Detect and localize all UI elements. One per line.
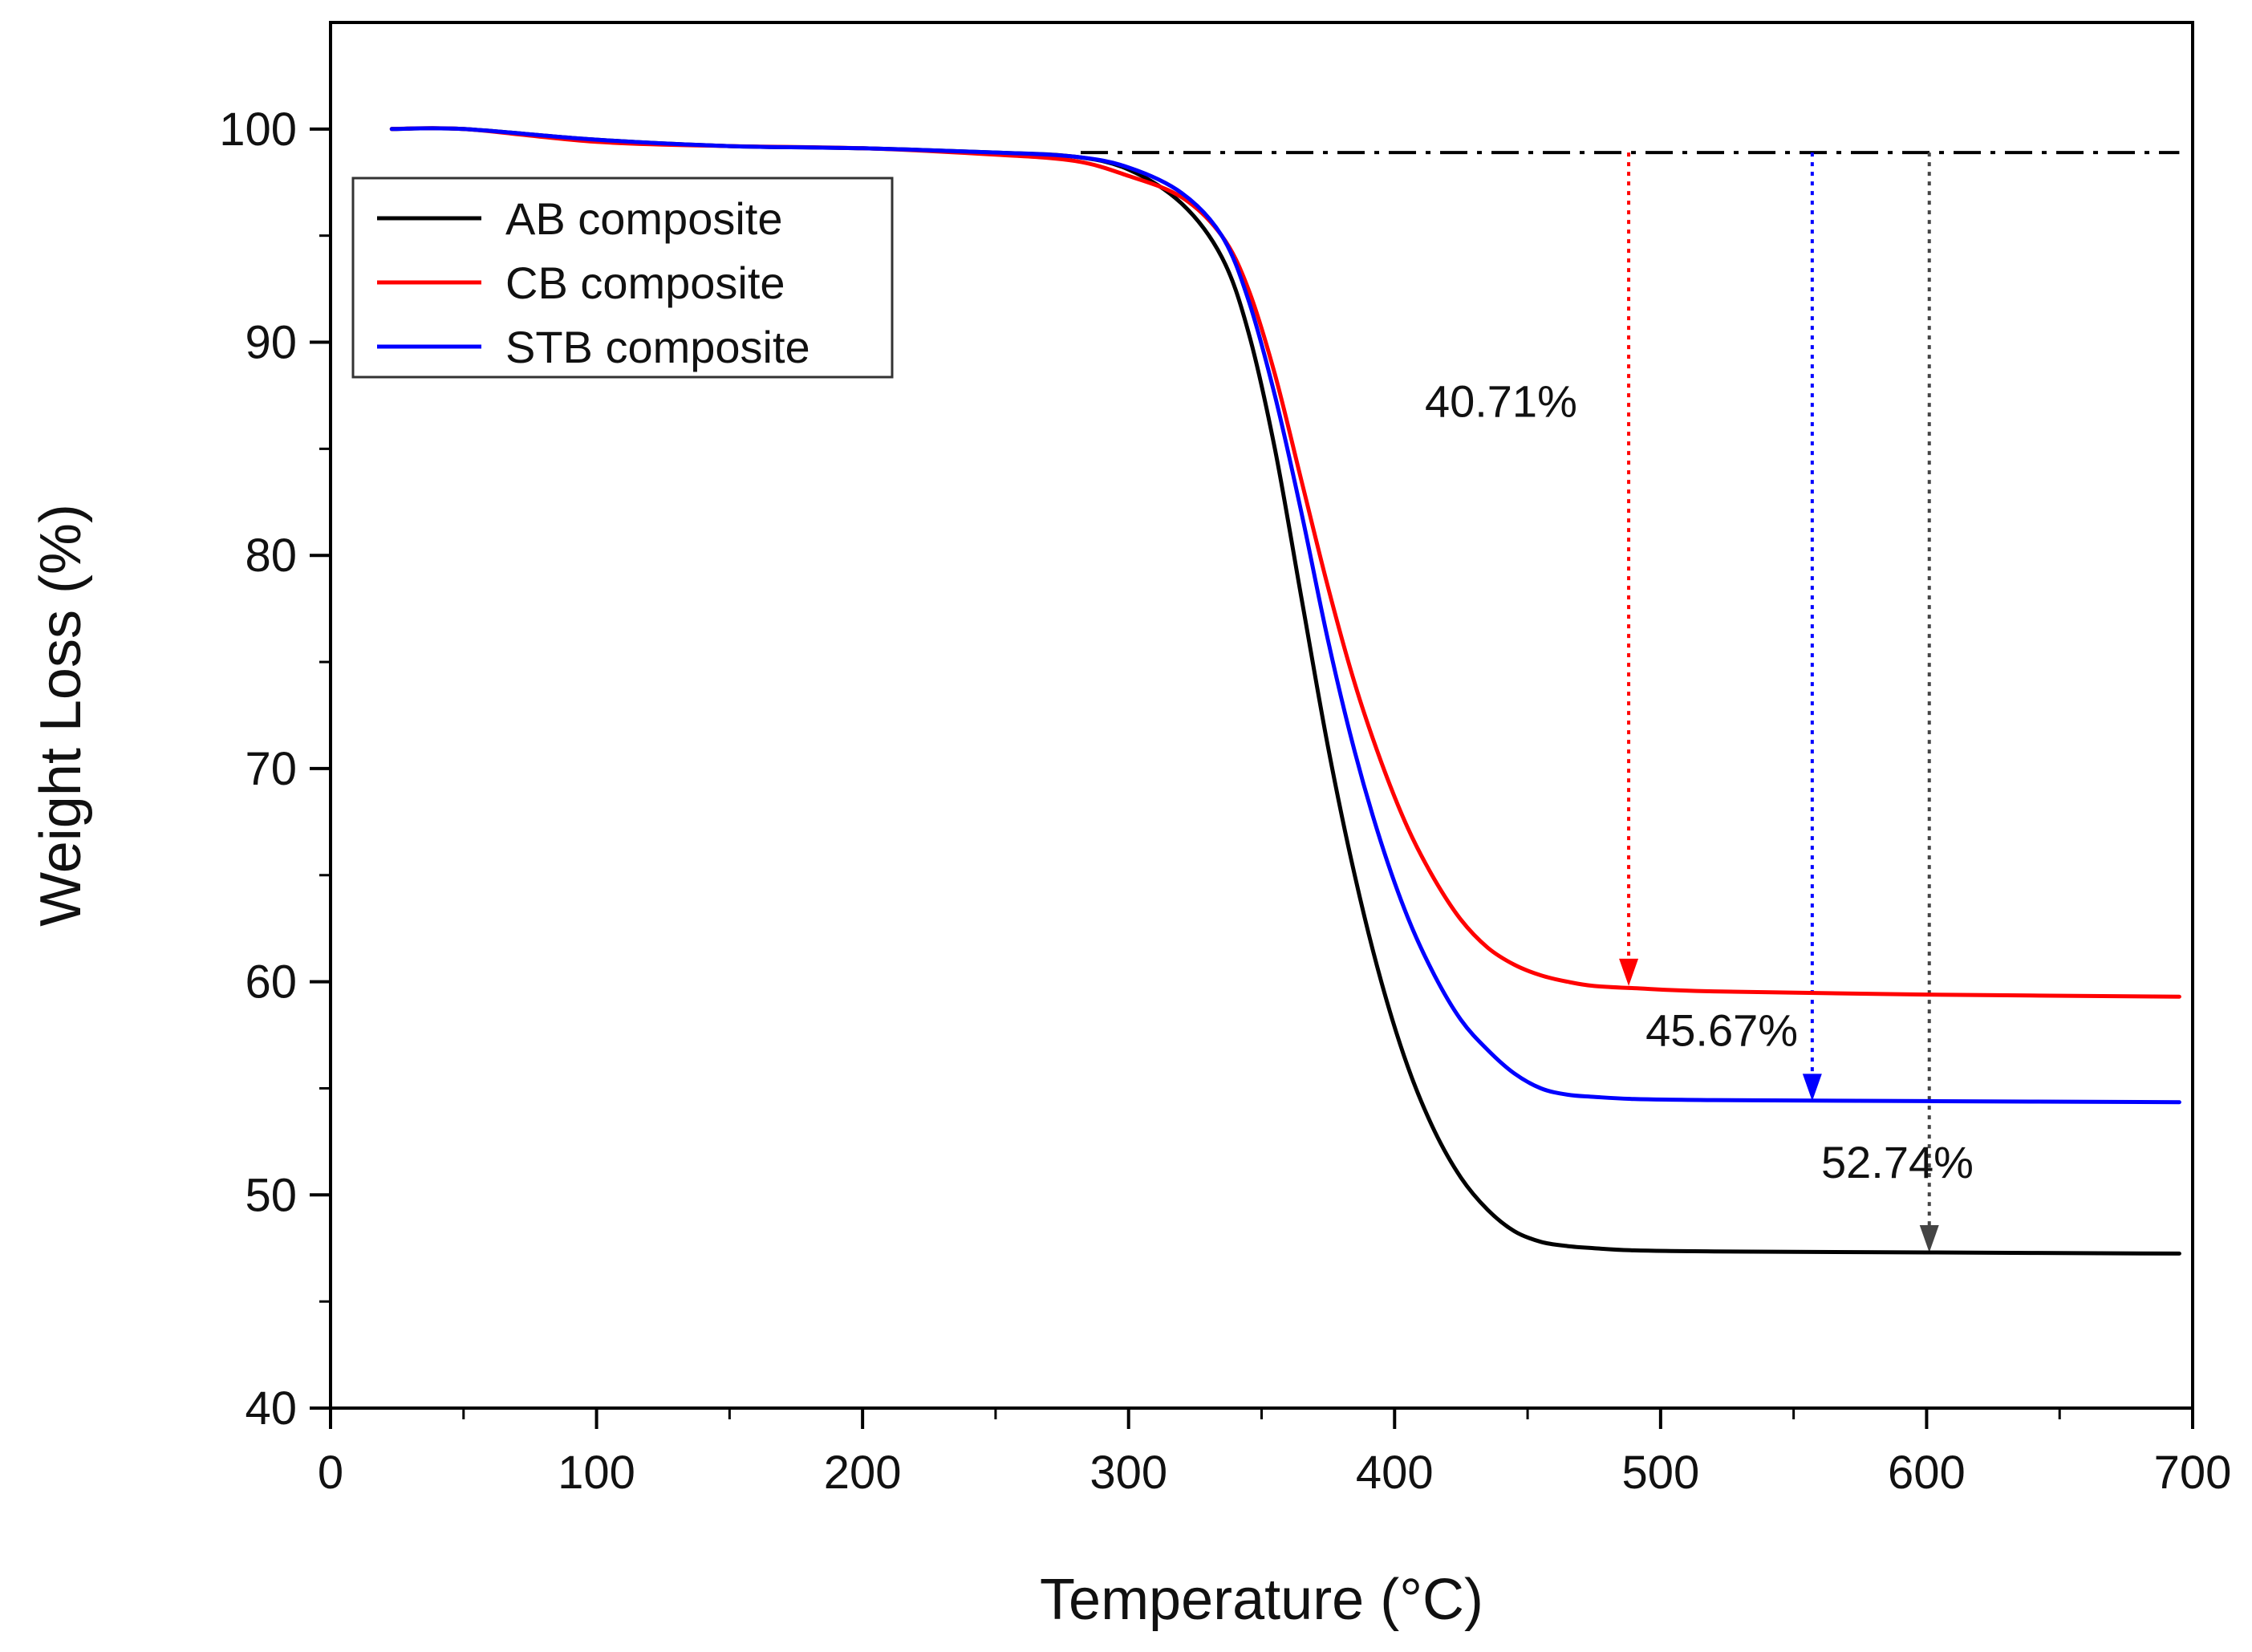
- x-tick-label: 300: [1089, 1447, 1167, 1499]
- annotation-arrow-head: [1919, 1225, 1939, 1253]
- x-axis-ticks: 0 100 200 300 400 500 600 700: [318, 1408, 2232, 1499]
- annotation-arrow-head: [1619, 958, 1639, 986]
- annotation-label: 40.71%: [1425, 376, 1577, 427]
- x-tick-label: 0: [318, 1447, 343, 1499]
- x-tick-label: 600: [1888, 1447, 1966, 1499]
- legend-label-stb-composite: STB composite: [505, 322, 810, 372]
- x-axis-title: Temperature (°C): [1040, 1568, 1483, 1632]
- legend: AB composite CB composite STB composite: [351, 177, 894, 379]
- y-tick-label: 70: [245, 743, 297, 795]
- annotation-label: 45.67%: [1645, 1005, 1798, 1055]
- y-tick-label: 100: [219, 104, 297, 156]
- y-tick-label: 60: [245, 956, 297, 1009]
- annotation-labels: 40.71% 45.67% 52.74%: [1425, 376, 1974, 1188]
- plot-area: 0 100 200 300 400 500 600 700 40 50 60 70 80 90 100 4…: [219, 21, 2232, 1499]
- y-tick-label: 50: [245, 1169, 297, 1221]
- y-axis-ticks: 40 50 60 70 80 90 100: [219, 104, 331, 1435]
- legend-box: [351, 177, 894, 379]
- y-axis-title: Weight Loss (%): [29, 504, 93, 927]
- x-tick-label: 200: [824, 1447, 902, 1499]
- legend-label-cb-composite: CB composite: [505, 258, 785, 308]
- annotation-label: 52.74%: [1821, 1137, 1974, 1187]
- y-tick-label: 40: [245, 1382, 297, 1435]
- annotation-arrows: [1619, 152, 1939, 1253]
- y-tick-label: 80: [245, 530, 297, 582]
- legend-label-ab-composite: AB composite: [505, 193, 783, 244]
- y-tick-label: 90: [245, 317, 297, 369]
- x-tick-label: 700: [2154, 1447, 2232, 1499]
- x-tick-label: 400: [1356, 1447, 1434, 1499]
- series-lines: [389, 126, 2181, 1256]
- x-tick-label: 100: [558, 1447, 635, 1499]
- annotation-arrow-head: [1802, 1074, 1822, 1102]
- series-line-stb-composite: [389, 126, 2181, 1105]
- x-tick-label: 500: [1621, 1447, 1699, 1499]
